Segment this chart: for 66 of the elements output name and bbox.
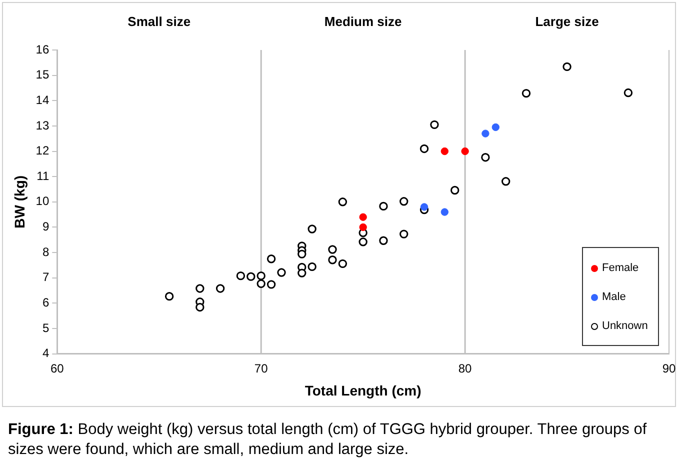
point [461, 147, 469, 156]
point [266, 254, 276, 264]
legend-label: Female [602, 262, 639, 274]
point [298, 268, 306, 278]
point [236, 271, 246, 280]
point [196, 302, 204, 312]
y-tick-label: 7 [42, 270, 50, 284]
point [358, 238, 368, 246]
x-tick-label: 60 [50, 361, 64, 376]
point [430, 120, 439, 130]
y-tick-label: 12 [36, 144, 50, 158]
caption: Figure 1: Body weight (kg) versus total length (cm) of TGGG hybrid grouper. Three groups of sizes were found, which are small, medium and large size. [8, 420, 648, 460]
text: Small size [128, 14, 191, 29]
point [379, 236, 388, 245]
text: Large size [535, 14, 599, 29]
point [450, 186, 460, 195]
x-tick-label: 70 [254, 361, 268, 376]
y-tick-label: 5 [42, 320, 50, 335]
point [256, 279, 266, 288]
y-tick-label: 8 [42, 244, 50, 259]
point [400, 197, 408, 206]
point [624, 88, 633, 98]
y-tick-label: 11 [36, 168, 50, 183]
y-tick-label: 6 [42, 295, 50, 310]
point [440, 147, 449, 156]
y-tick-label: 4 [42, 346, 50, 360]
point [266, 280, 276, 289]
point [440, 208, 449, 216]
point [359, 223, 367, 232]
point [522, 88, 531, 98]
y-tick-label: 10 [36, 194, 50, 208]
y-tick-label: 16 [36, 42, 50, 56]
point [420, 144, 429, 154]
y-tick-label: 14 [36, 92, 50, 107]
point [328, 245, 337, 254]
point [164, 292, 174, 301]
point [328, 256, 337, 264]
point [501, 177, 510, 186]
y-tick-label: 9 [42, 220, 50, 234]
point [359, 213, 367, 221]
point [379, 202, 388, 211]
point [482, 130, 490, 138]
point [256, 271, 266, 280]
x-tick-label: 90 [662, 361, 676, 376]
point [277, 268, 286, 277]
point [481, 152, 490, 162]
legend-label: Male [602, 291, 626, 304]
point [298, 250, 306, 258]
point [216, 284, 225, 293]
point [562, 62, 572, 72]
point [338, 259, 348, 268]
point [308, 262, 316, 272]
y-tick-label: 13 [36, 118, 50, 132]
y-tick-label: 15 [36, 68, 50, 82]
point [420, 203, 428, 211]
text: Medium size [324, 14, 402, 29]
point [308, 224, 316, 234]
x-axis-title: Total Length (cm) [304, 382, 422, 398]
point [196, 284, 204, 293]
y-axis-title: BW (kg) [11, 175, 28, 228]
point [338, 198, 348, 206]
legend-label: Unknown [602, 320, 648, 332]
point [492, 123, 500, 132]
point [400, 230, 408, 238]
point [246, 272, 256, 281]
x-tick-label: 80 [458, 361, 472, 376]
